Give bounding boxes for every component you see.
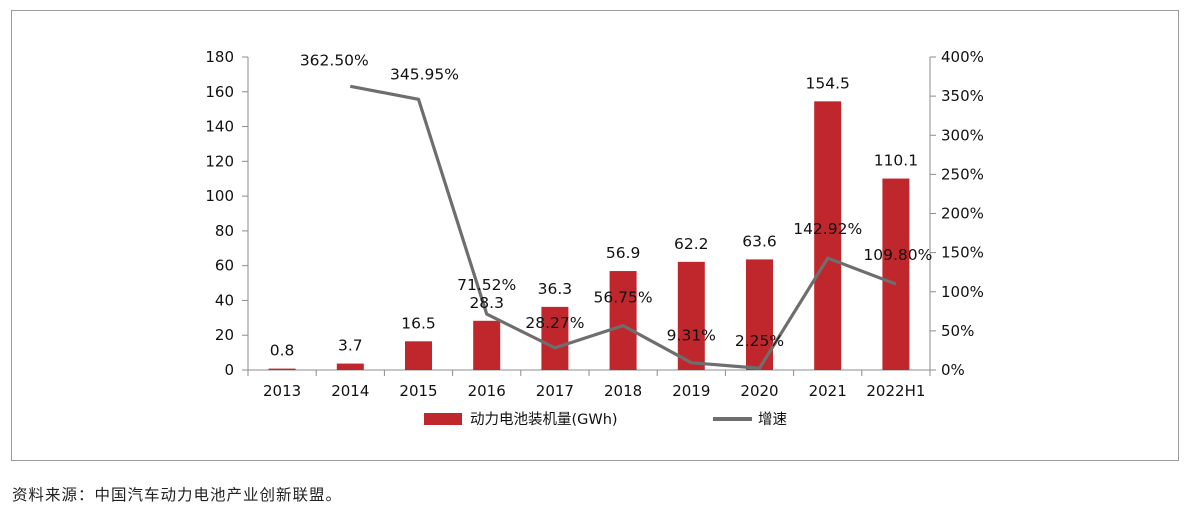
bar-value-label: 154.5 — [806, 74, 850, 92]
y-right-tick-label: 300% — [941, 126, 984, 144]
legend-line-label: 增速 — [758, 411, 787, 428]
bar — [268, 368, 296, 370]
line-value-label: 2.25% — [735, 332, 784, 350]
bar — [541, 306, 569, 370]
y-left-tick-label: 0 — [224, 361, 234, 379]
bar-value-label: 56.9 — [606, 244, 641, 262]
chart-frame — [11, 10, 1179, 461]
x-tick-label: 2014 — [331, 382, 369, 400]
line-value-label: 362.50% — [300, 51, 369, 69]
y-left-tick-label: 20 — [215, 326, 234, 344]
x-tick-label: 2016 — [468, 382, 506, 400]
x-tick-label: 2020 — [740, 382, 778, 400]
x-tick-label: 2021 — [809, 382, 847, 400]
source-note: 资料来源：中国汽车动力电池产业创新联盟。 — [12, 486, 343, 504]
y-left-tick-label: 160 — [205, 83, 234, 101]
bar-value-label: 3.7 — [338, 337, 363, 355]
x-tick-label: 2019 — [672, 382, 710, 400]
bar — [405, 341, 432, 370]
x-tick-label: 2015 — [399, 382, 437, 400]
line-value-label: 56.75% — [594, 289, 653, 307]
bar — [473, 320, 501, 370]
y-right-tick-label: 200% — [941, 205, 984, 223]
growth-line — [350, 84, 897, 370]
y-left-tick-label: 140 — [205, 118, 234, 136]
y-right-tick-label: 400% — [941, 48, 984, 66]
bar — [336, 363, 364, 370]
line-value-label: 71.52% — [457, 276, 516, 294]
y-right-tick-label: 150% — [941, 244, 984, 262]
y-left-tick-label: 80 — [215, 222, 234, 240]
legend-bar-swatch — [424, 413, 462, 425]
line-value-label: 28.27% — [525, 314, 584, 332]
bar-value-label: 36.3 — [538, 280, 573, 298]
bar-value-label: 110.1 — [874, 152, 918, 170]
bar — [677, 261, 705, 370]
bar-value-label: 0.8 — [270, 342, 295, 360]
y-right-tick-label: 250% — [941, 165, 984, 183]
y-left-tick-label: 120 — [205, 152, 234, 170]
line-value-label: 109.80% — [863, 246, 932, 264]
bar — [814, 101, 842, 370]
y-left-tick-label: 60 — [215, 257, 234, 275]
line-value-label: 142.92% — [793, 220, 862, 238]
y-right-tick-label: 100% — [941, 283, 984, 301]
y-right-tick-label: 0% — [941, 361, 965, 379]
line-value-label: 345.95% — [390, 65, 459, 83]
x-tick-label: 2013 — [263, 382, 301, 400]
y-right-tick-label: 50% — [941, 322, 974, 340]
y-left-tick-label: 100 — [205, 187, 234, 205]
x-tick-label: 2017 — [536, 382, 574, 400]
bar — [609, 271, 637, 370]
y-left-tick-label: 180 — [205, 48, 234, 66]
bar-value-label: 62.2 — [674, 235, 709, 253]
bar-value-label: 63.6 — [742, 232, 777, 250]
y-right-tick-label: 350% — [941, 87, 984, 105]
bar-value-label: 16.5 — [401, 314, 436, 332]
bar — [882, 178, 910, 370]
x-tick-label: 2018 — [604, 382, 642, 400]
y-left-tick-label: 40 — [215, 291, 234, 309]
line-value-label: 9.31% — [667, 327, 716, 345]
bar-value-label: 28.3 — [469, 294, 504, 312]
x-tick-label: 2022H1 — [866, 382, 925, 400]
legend-bar-label: 动力电池装机量(GWh) — [470, 411, 618, 428]
